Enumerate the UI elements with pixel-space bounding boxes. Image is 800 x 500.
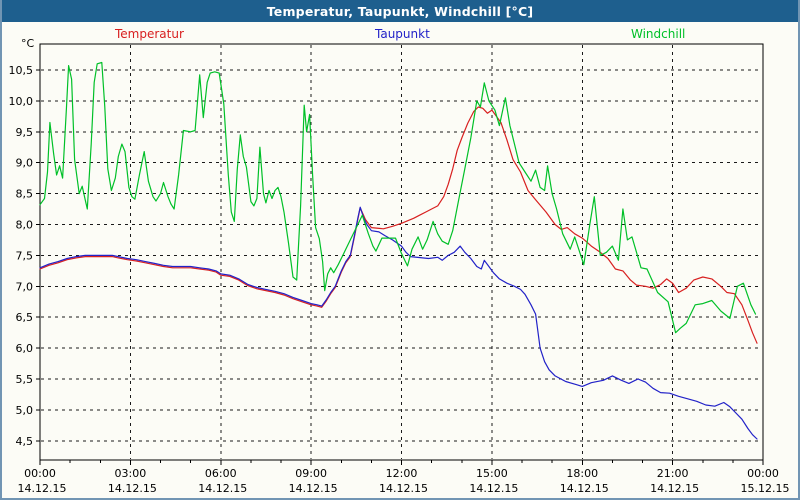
x-tick-time-label: 03:00 [115, 467, 147, 480]
x-tick-date-label: 14.12.15 [560, 482, 609, 495]
x-tick-date-label: 14.12.15 [379, 482, 428, 495]
x-tick-date-label: 14.12.15 [469, 482, 518, 495]
legend-taupunkt: Taupunkt [375, 27, 430, 41]
legend-temperatur: Temperatur [115, 27, 184, 41]
y-tick-label: 9,5 [16, 126, 34, 139]
y-tick-label: 4,5 [16, 435, 34, 448]
x-tick-date-label: 15.12.15 [741, 482, 790, 495]
y-tick-label: 9,0 [16, 157, 34, 170]
series-line-temperatur [39, 106, 758, 344]
title-bar: Temperatur, Taupunkt, Windchill [°C] [2, 0, 798, 22]
x-tick-time-label: 00:00 [747, 467, 779, 480]
legend-windchill: Windchill [631, 27, 686, 41]
y-tick-label: 5,0 [16, 404, 34, 417]
x-tick-date-label: 14.12.15 [108, 482, 157, 495]
x-tick-time-label: 18:00 [566, 467, 598, 480]
window-title: Temperatur, Taupunkt, Windchill [°C] [266, 3, 534, 19]
x-tick-time-label: 21:00 [657, 467, 689, 480]
plot-frame [39, 43, 764, 461]
series-line-taupunkt [39, 206, 758, 440]
x-tick-time-label: 00:00 [24, 467, 56, 480]
chart-area: Temperatur Taupunkt Windchill °C 10,5 10,… [2, 22, 798, 498]
y-tick-label: 7,0 [16, 280, 34, 293]
y-tick-label: 6,0 [16, 342, 34, 355]
y-tick-label: 10,5 [9, 64, 34, 77]
x-tick-date-label: 14.12.15 [289, 482, 338, 495]
y-axis-unit-label: °C [21, 37, 35, 50]
x-tick-time-label: 09:00 [295, 467, 327, 480]
x-tick-date-label: 14.12.15 [198, 482, 247, 495]
y-tick-label: 5,5 [16, 373, 34, 386]
y-tick-label: 7,5 [16, 249, 34, 262]
y-tick-label: 10,0 [9, 95, 34, 108]
chart-plot: 10,5 10,0 9,5 9,0 8,5 8,0 7,5 7,0 6,5 6,0 5,5 5,0 4,… [9, 43, 790, 495]
series-line-windchill [39, 61, 757, 334]
x-tick-time-label: 06:00 [205, 467, 237, 480]
y-tick-label: 8,0 [16, 218, 34, 231]
y-tick-label: 6,5 [16, 311, 34, 324]
x-tick-date-label: 14.12.15 [18, 482, 67, 495]
x-tick-date-label: 14.12.15 [650, 482, 699, 495]
x-tick-time-label: 15:00 [476, 467, 508, 480]
x-tick-time-label: 12:00 [386, 467, 418, 480]
y-tick-label: 8,5 [16, 188, 34, 201]
